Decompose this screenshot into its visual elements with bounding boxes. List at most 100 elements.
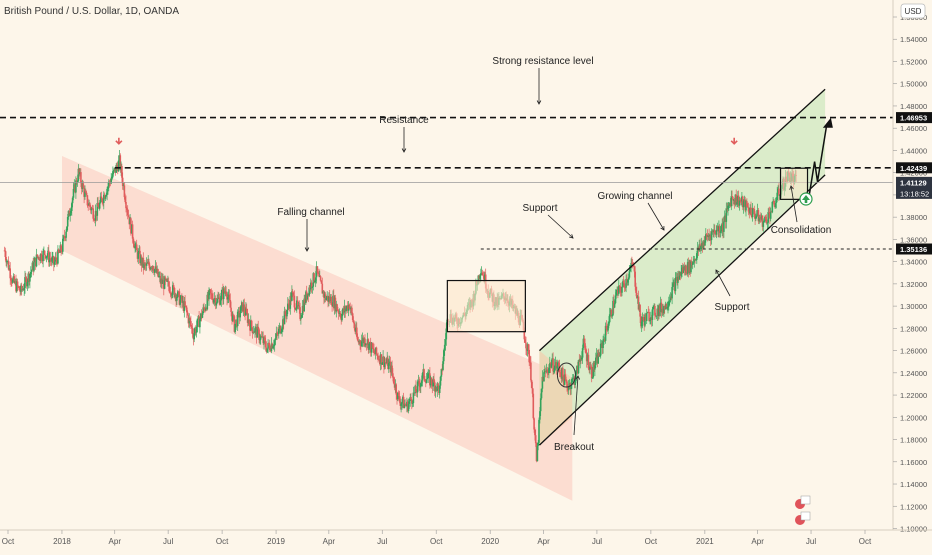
candle-up xyxy=(103,194,105,203)
candle-down xyxy=(433,378,435,383)
candle-up xyxy=(667,306,669,308)
candle-down xyxy=(565,379,567,382)
candle-up xyxy=(755,216,757,219)
candle-up xyxy=(745,201,747,211)
candle-up xyxy=(286,309,288,317)
y-tick-label: 1.22000 xyxy=(900,391,927,400)
strong-resistance-tag-bg xyxy=(896,112,932,124)
candle-up xyxy=(267,343,269,349)
candle-down xyxy=(356,327,358,337)
candle-down xyxy=(214,298,217,306)
candle-down xyxy=(753,209,756,215)
candle-up xyxy=(66,217,69,227)
candle-up xyxy=(208,290,210,300)
candle-up xyxy=(628,271,631,278)
candle-up xyxy=(177,291,179,297)
candle-down xyxy=(75,180,78,183)
candle-down xyxy=(642,317,645,321)
candle-up xyxy=(283,311,286,325)
candle-up xyxy=(652,306,654,310)
candle-up xyxy=(659,302,662,312)
candle-up xyxy=(301,315,303,318)
candle-up xyxy=(107,186,109,189)
candle-up xyxy=(709,235,711,237)
candle-down xyxy=(327,296,329,302)
projection-path xyxy=(808,123,828,196)
events-icons[interactable] xyxy=(795,495,811,525)
candle-down xyxy=(186,307,188,313)
candle-up xyxy=(734,194,737,205)
candle-down xyxy=(356,336,359,341)
candle-up xyxy=(195,326,198,333)
candle-up xyxy=(220,292,223,301)
candle-up xyxy=(690,261,692,273)
candle-up xyxy=(216,297,218,303)
candle-down xyxy=(121,166,123,178)
candle-up xyxy=(762,221,765,227)
candle-down xyxy=(694,258,696,260)
candle-up xyxy=(239,313,241,318)
support-tag: 1.35136 xyxy=(900,245,927,254)
candle-down xyxy=(226,294,228,300)
candle-down xyxy=(530,362,532,381)
candle-down xyxy=(729,203,732,207)
candle-up xyxy=(592,362,595,378)
candle-up xyxy=(278,328,280,334)
currency-selector[interactable]: USD xyxy=(900,3,926,19)
candle-up xyxy=(411,403,414,404)
candle-up xyxy=(99,196,102,203)
price-axis[interactable]: 1.560001.540001.520001.500001.480001.460… xyxy=(893,13,927,534)
candle-down xyxy=(691,261,693,265)
x-tick-label: Apr xyxy=(323,537,336,546)
candle-down xyxy=(258,329,260,340)
candle-down xyxy=(230,307,232,312)
candle-up xyxy=(112,171,114,177)
y-tick-label: 1.48000 xyxy=(900,102,927,111)
y-tick-label: 1.28000 xyxy=(900,324,927,333)
candle-down xyxy=(319,276,322,281)
y-tick-label: 1.12000 xyxy=(900,502,927,511)
candle-down xyxy=(4,250,7,257)
candle-down xyxy=(617,289,619,294)
time-axis[interactable]: Oct 2018 Apr Jul Oct 2019 Apr Jul Oct 2020 Apr Jul O… xyxy=(2,530,872,546)
candle-up xyxy=(597,352,599,364)
candle-down xyxy=(17,286,20,288)
candle-down xyxy=(391,365,393,374)
candle-down xyxy=(191,327,194,335)
annotation-falling-channel: Falling channel xyxy=(277,207,344,218)
candle-down xyxy=(437,383,439,386)
candle-down xyxy=(148,261,150,266)
candle-down xyxy=(722,223,724,232)
candle-up xyxy=(274,338,277,341)
candle-down xyxy=(250,320,253,328)
candle-down xyxy=(223,288,226,293)
candle-down xyxy=(558,366,561,373)
candle-up xyxy=(622,281,624,287)
candle-down xyxy=(404,403,406,405)
candle-down xyxy=(768,212,770,213)
candle-up xyxy=(345,308,347,312)
candle-up xyxy=(723,221,725,232)
candle-up xyxy=(227,297,229,300)
candle-down xyxy=(385,362,388,364)
candle-up xyxy=(300,317,302,320)
candle-up xyxy=(379,354,382,364)
candle-down xyxy=(596,354,599,364)
candle-down xyxy=(132,238,135,244)
candle-up xyxy=(414,386,416,394)
candle-up xyxy=(607,325,609,331)
candle-up xyxy=(24,277,26,289)
candle-down xyxy=(116,165,118,167)
candle-down xyxy=(481,272,484,276)
candle-up xyxy=(306,293,309,300)
candle-down xyxy=(119,155,122,171)
candle-up xyxy=(693,258,696,263)
x-tick-label: 2020 xyxy=(481,537,499,546)
candle-down xyxy=(665,303,668,309)
candle-up xyxy=(280,331,282,334)
annotation-strong-resistance-level: Strong resistance level xyxy=(492,56,593,67)
candle-up xyxy=(48,258,51,263)
candle-down xyxy=(590,366,592,368)
